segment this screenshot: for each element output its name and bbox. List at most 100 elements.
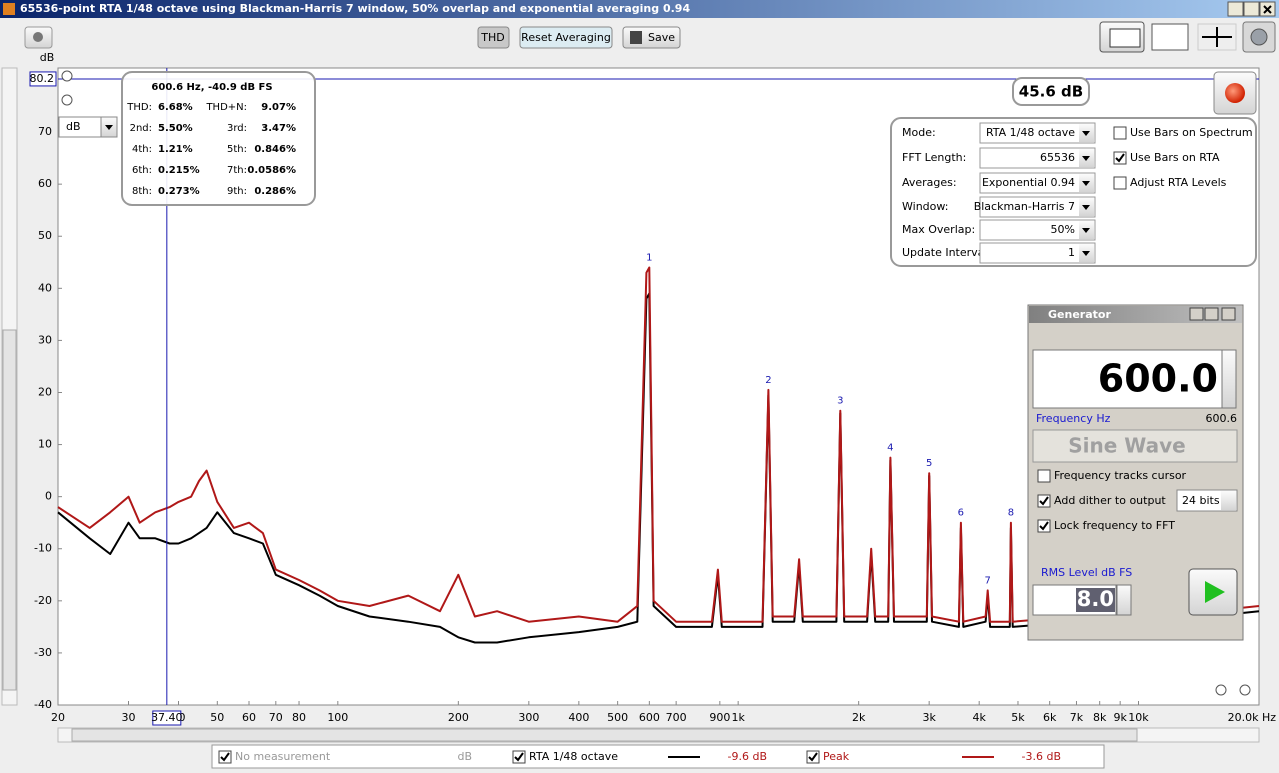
zoom-out-x[interactable]	[1215, 684, 1227, 696]
arrow-glyph	[1082, 205, 1090, 210]
level-value: -8.0	[1068, 587, 1114, 611]
x-tick-label: 100	[327, 711, 348, 724]
vertical-scroll-thumb[interactable]	[2, 329, 17, 691]
check-mark	[1039, 496, 1049, 506]
x-tick-label: 900	[709, 711, 730, 724]
harmonic-label: 6	[958, 508, 964, 519]
graph-button[interactable]	[1151, 23, 1189, 51]
legend-label: No measurement	[235, 750, 331, 763]
x-tick-label: 5k	[1011, 711, 1025, 724]
x-tick-label: 50	[210, 711, 224, 724]
waveform-select[interactable]	[1032, 429, 1238, 463]
minimize[interactable]	[1227, 1, 1244, 17]
level-spinner[interactable]	[1116, 584, 1132, 616]
horizontal-scroll-thumb[interactable]	[71, 728, 1138, 742]
frequency-field[interactable]	[1032, 349, 1223, 409]
harmonic-label: 5	[926, 458, 932, 469]
setting-field[interactable]	[979, 242, 1096, 264]
window-controls[interactable]	[1227, 1, 1276, 17]
play-icon	[1205, 581, 1225, 603]
gen-minimize[interactable]	[1189, 307, 1204, 321]
x-tick-label: 400	[568, 711, 589, 724]
y-tick-label: 0	[45, 490, 52, 503]
x-tick-label: 300	[518, 711, 539, 724]
settings-icon	[1250, 28, 1268, 46]
setting-label: Max Overlap:	[902, 223, 975, 236]
y-tick-label: -10	[34, 542, 52, 555]
y-tick-label: 10	[38, 438, 52, 451]
harmonic-label: 1	[646, 252, 652, 263]
zoom-in-y[interactable]	[61, 70, 73, 82]
restore[interactable]	[1243, 1, 1260, 17]
setting-label: FFT Length:	[902, 151, 966, 164]
harmonic-label: 3	[837, 396, 843, 407]
waveform-value: Sine Wave	[1068, 434, 1185, 458]
cursor-x-label: 37.40	[151, 711, 183, 724]
setting-value: Exponential 0.94	[982, 176, 1075, 189]
app-icon	[3, 3, 15, 15]
thd-label: THD:	[126, 102, 152, 113]
checkbox-label: Use Bars on RTA	[1130, 151, 1220, 164]
setting-field[interactable]	[979, 122, 1096, 144]
thd-button[interactable]	[477, 26, 510, 49]
x-tick-label: 700	[666, 711, 687, 724]
record-icon	[1225, 83, 1245, 103]
setting-field[interactable]	[979, 196, 1096, 218]
y-tick-label: -20	[34, 594, 52, 607]
thd-value: 6.68%	[158, 102, 193, 113]
select-arrow[interactable]	[1221, 491, 1236, 510]
zoom-out-y[interactable]	[61, 94, 73, 106]
arrow-glyph	[1082, 131, 1090, 136]
arrow-glyph	[1082, 156, 1090, 161]
reset-averaging-button[interactable]	[519, 26, 613, 49]
level-readout-box	[1012, 77, 1090, 106]
legend-label: Peak	[823, 750, 850, 763]
checkbox[interactable]	[1037, 469, 1051, 483]
setting-value: RTA 1/48 octave	[986, 126, 1075, 139]
thd-value: 9.07%	[261, 102, 296, 113]
harmonic-label: 2	[765, 375, 771, 386]
checkbox-label: Lock frequency to FFT	[1054, 519, 1175, 532]
gen-maximize[interactable]	[1204, 307, 1219, 321]
checkbox[interactable]	[1113, 176, 1127, 190]
frequency-label: Frequency Hz	[1036, 412, 1111, 425]
check-mark	[1039, 521, 1049, 531]
camera-icon	[33, 32, 43, 42]
generator-title-bar	[1029, 306, 1242, 323]
x-tick-label: 80	[292, 711, 306, 724]
y-unit: dB	[40, 51, 55, 64]
legend-value: -9.6 dB	[728, 750, 768, 763]
legend-value: -3.6 dB	[1022, 750, 1062, 763]
frequency-spinner[interactable]	[1221, 349, 1237, 409]
checkbox-label: Adjust RTA Levels	[1130, 176, 1227, 189]
y-tick-label: 40	[38, 281, 52, 294]
gen-close[interactable]	[1221, 307, 1236, 321]
settings-rows: Mode: RTA 1/48 octave FFT Length: 65536 Aver…	[902, 122, 1253, 264]
x-tick-label: 20.0k Hz	[1228, 711, 1277, 724]
frequency-value: 600.0	[1098, 357, 1218, 401]
title-bar	[0, 0, 1279, 18]
legend-items: No measurement dB RTA 1/48 octave -9.6 dB Pe…	[218, 750, 1062, 764]
arrow-glyph	[1082, 228, 1090, 233]
checkbox-label: Use Bars on Spectrum	[1130, 126, 1253, 139]
setting-field[interactable]	[979, 172, 1096, 194]
thd-label: 9th:	[227, 186, 247, 197]
cursor-y-box	[29, 71, 57, 87]
x-tick-label: 3k	[922, 711, 936, 724]
thd-value: 5.50%	[158, 123, 193, 134]
x-tick-label: 6k	[1043, 711, 1057, 724]
checkbox-label: Frequency tracks cursor	[1054, 469, 1187, 482]
setting-label: Mode:	[902, 126, 936, 139]
level-label: RMS Level dB FS	[1041, 566, 1132, 579]
setting-field[interactable]	[979, 219, 1096, 241]
check-mark	[808, 752, 818, 762]
reset-averaging-label: Reset Averaging	[521, 31, 611, 44]
setting-field[interactable]	[979, 147, 1096, 169]
checkbox[interactable]	[1113, 126, 1127, 140]
harmonic-label: 4	[887, 443, 893, 454]
thd-table: THD: 6.68% THD+N: 9.07% 2nd: 5.50% 3rd: 3.47% 4t…	[126, 102, 296, 197]
harmonic-label: 7	[984, 575, 990, 586]
thd-value: 0.273%	[158, 186, 200, 197]
cursor-y-label: 80.2	[30, 72, 55, 85]
zoom-in-x[interactable]	[1239, 684, 1251, 696]
